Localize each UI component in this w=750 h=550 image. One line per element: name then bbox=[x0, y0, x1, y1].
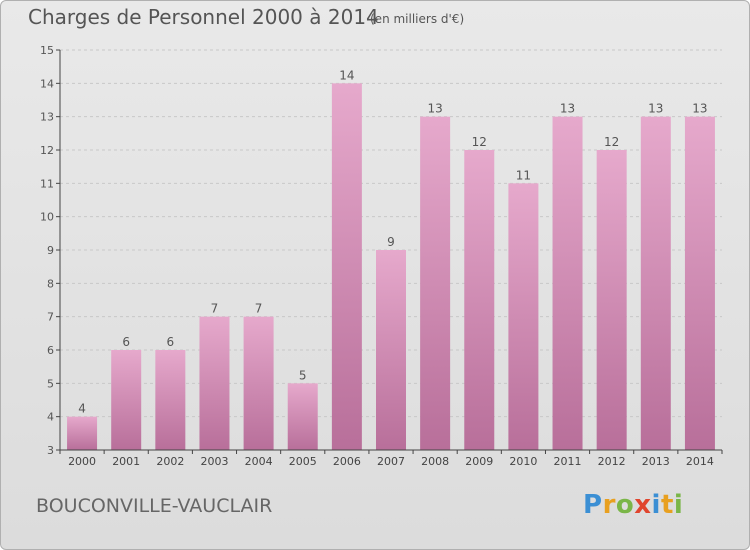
x-tick-label: 2007 bbox=[377, 455, 405, 468]
x-tick-label: 2003 bbox=[200, 455, 228, 468]
y-tick-label: 14 bbox=[40, 77, 54, 90]
bar-value-label: 4 bbox=[78, 402, 86, 416]
bar bbox=[508, 183, 539, 451]
bar bbox=[111, 350, 142, 450]
bar-value-label: 6 bbox=[167, 335, 175, 349]
x-tick-label: 2002 bbox=[156, 455, 184, 468]
y-tick-label: 13 bbox=[40, 111, 54, 124]
y-tick-label: 6 bbox=[47, 344, 54, 357]
bar-value-label: 13 bbox=[692, 102, 707, 116]
bar bbox=[243, 316, 274, 450]
x-tick-label: 2000 bbox=[68, 455, 96, 468]
bar-value-label: 11 bbox=[516, 168, 531, 182]
y-tick-label: 10 bbox=[40, 211, 54, 224]
chart-subtitle: (en milliers d'€) bbox=[370, 12, 465, 26]
bar bbox=[155, 350, 186, 450]
bar-value-label: 7 bbox=[211, 302, 219, 316]
x-tick-label: 2013 bbox=[642, 455, 670, 468]
logo-letter: o bbox=[615, 490, 635, 520]
bar-value-label: 12 bbox=[604, 135, 619, 149]
y-tick-label: 15 bbox=[40, 44, 54, 57]
bar-value-label: 14 bbox=[339, 68, 354, 82]
bar bbox=[464, 150, 495, 450]
bar bbox=[199, 316, 230, 450]
y-tick-label: 8 bbox=[47, 277, 54, 290]
bar bbox=[552, 116, 583, 451]
y-tick-label: 7 bbox=[47, 311, 54, 324]
y-tick-label: 12 bbox=[40, 144, 54, 157]
logo-letter: i bbox=[673, 490, 684, 520]
bar bbox=[331, 83, 362, 450]
bar-value-label: 13 bbox=[427, 102, 442, 116]
bar-value-label: 6 bbox=[122, 335, 130, 349]
proxiti-logo: Proxiti bbox=[583, 490, 683, 520]
bar-value-label: 13 bbox=[560, 102, 575, 116]
logo-letter: P bbox=[583, 490, 603, 520]
bar bbox=[67, 416, 98, 450]
bar bbox=[287, 383, 318, 450]
bar bbox=[684, 116, 715, 451]
x-tick-label: 2005 bbox=[289, 455, 317, 468]
logo-letter: i bbox=[651, 490, 661, 520]
bar-value-label: 12 bbox=[472, 135, 487, 149]
x-tick-label: 2001 bbox=[112, 455, 140, 468]
x-tick-label: 2006 bbox=[333, 455, 361, 468]
x-tick-label: 2014 bbox=[686, 455, 714, 468]
x-tick-label: 2010 bbox=[509, 455, 537, 468]
x-tick-label: 2008 bbox=[421, 455, 449, 468]
axes: 3 4 5 6 7 8 9 10 11 12 13 14 15 2000 2001 2002 2003 2004 2… bbox=[40, 44, 723, 468]
logo-letter: x bbox=[634, 490, 652, 520]
y-tick-label: 11 bbox=[40, 177, 54, 190]
y-tick-label: 3 bbox=[47, 444, 54, 457]
bars: 4 6 6 7 7 5 14 9 13 12 11 13 12 13 13 bbox=[67, 68, 715, 451]
logo-letter: r bbox=[602, 490, 616, 520]
x-tick-label: 2012 bbox=[598, 455, 626, 468]
bar bbox=[376, 250, 406, 450]
x-tick-label: 2009 bbox=[465, 455, 493, 468]
bar-value-label: 5 bbox=[299, 368, 307, 382]
bar-value-label: 9 bbox=[387, 235, 395, 249]
x-tick-label: 2004 bbox=[245, 455, 273, 468]
logo-letter: t bbox=[660, 490, 674, 520]
bar bbox=[596, 150, 627, 450]
chart-title: Charges de Personnel 2000 à 2014 bbox=[28, 5, 379, 29]
bar bbox=[640, 116, 671, 451]
bar-value-label: 13 bbox=[648, 102, 663, 116]
bar bbox=[420, 116, 451, 451]
bar-value-label: 7 bbox=[255, 302, 263, 316]
y-tick-label: 5 bbox=[47, 377, 54, 390]
commune-name: BOUCONVILLE-VAUCLAIR bbox=[36, 495, 273, 517]
x-tick-label: 2011 bbox=[554, 455, 582, 468]
y-tick-label: 9 bbox=[47, 244, 54, 257]
y-tick-label: 4 bbox=[47, 411, 54, 424]
